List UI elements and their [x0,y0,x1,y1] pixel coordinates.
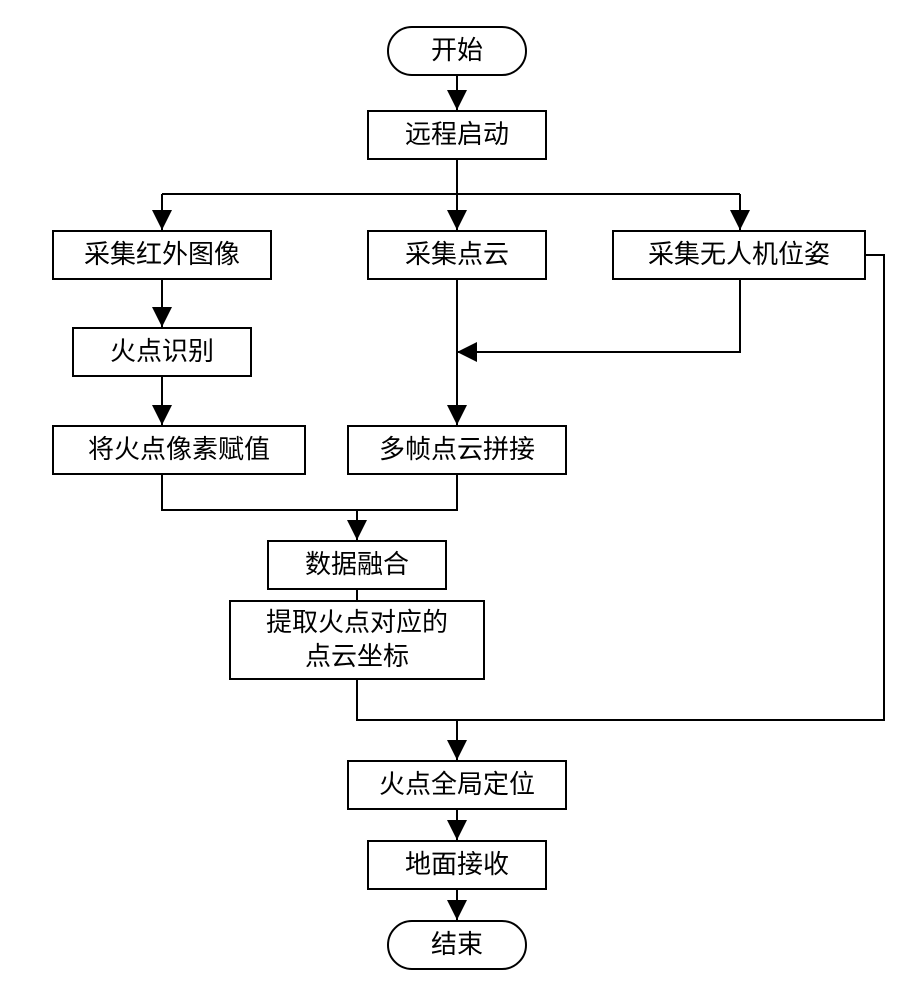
node-collectPose: 采集无人机位姿 [612,230,866,280]
node-collectPC: 采集点云 [367,230,547,280]
node-extract: 提取火点对应的 点云坐标 [229,600,485,680]
edge-11 [357,475,457,510]
node-assignPixel: 将火点像素赋值 [52,425,306,475]
node-groundRecv: 地面接收 [367,840,547,890]
node-stitch: 多帧点云拼接 [347,425,567,475]
node-globalLoc: 火点全局定位 [347,760,567,810]
edge-9 [457,280,740,352]
edge-13 [357,680,457,760]
node-fusion: 数据融合 [267,540,447,590]
node-start: 开始 [387,26,527,76]
node-end: 结束 [387,920,527,970]
node-collectIR: 采集红外图像 [52,230,272,280]
node-remote: 远程启动 [367,110,547,160]
node-fireRecog: 火点识别 [72,327,252,377]
edge-10 [162,475,357,540]
edge-14 [457,255,884,720]
